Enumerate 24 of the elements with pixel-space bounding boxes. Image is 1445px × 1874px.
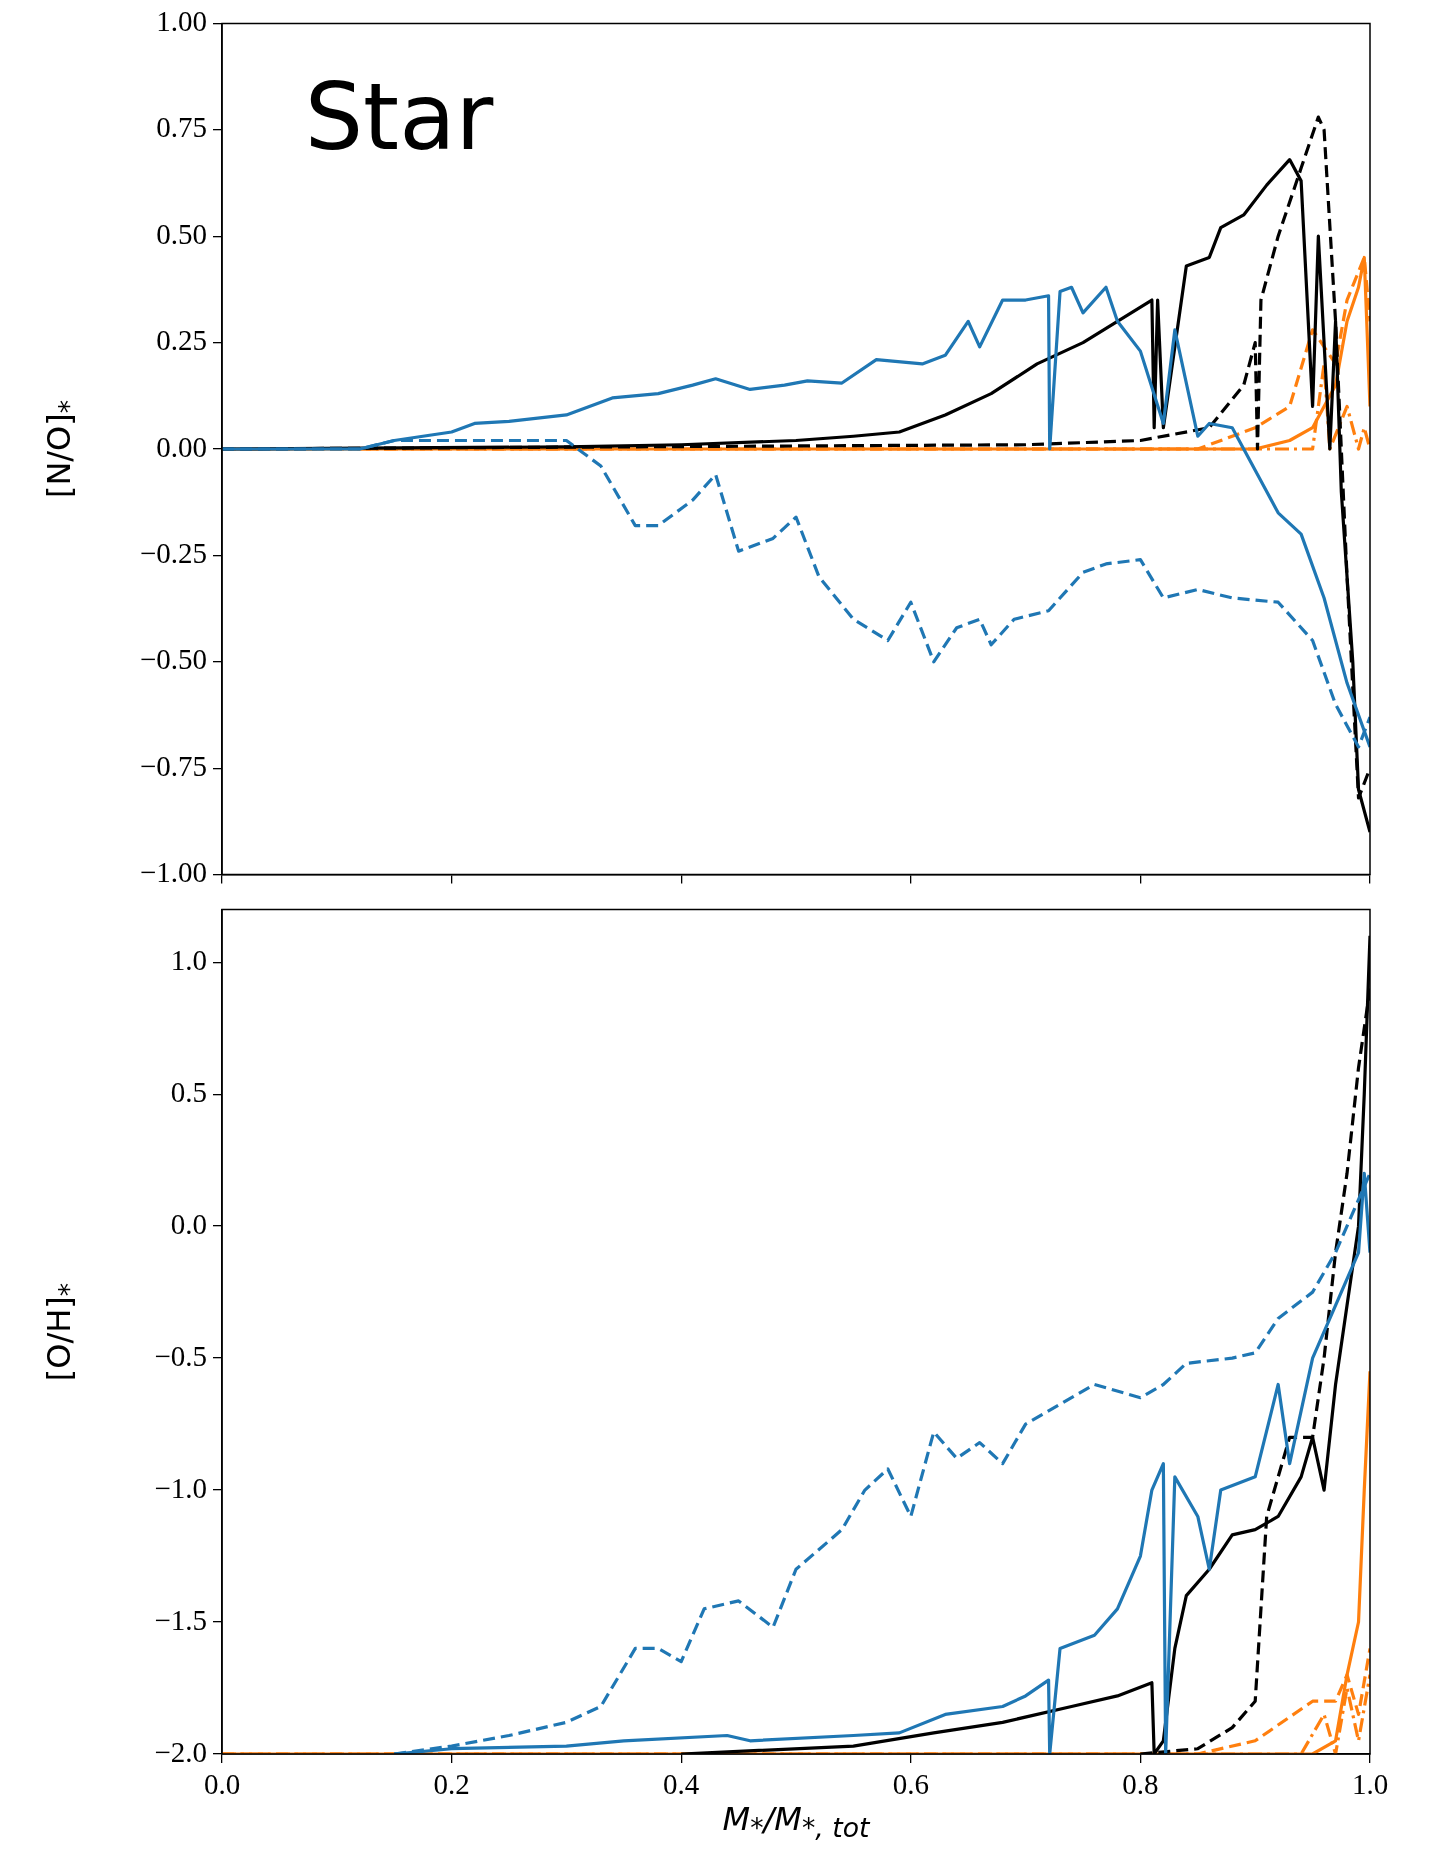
y-tick-label: −1.00 <box>139 856 207 889</box>
y-tick-label: −2.0 <box>154 1735 207 1768</box>
y-tick-label: −0.50 <box>139 643 207 676</box>
y-tick-label: −0.5 <box>154 1339 207 1372</box>
y-tick-label: 0.00 <box>156 430 207 463</box>
y-tick-label: 0.5 <box>170 1075 207 1108</box>
y-tick-label: −0.75 <box>139 749 207 782</box>
y-tick-label: 0.75 <box>156 111 207 144</box>
x-tick-label: 0.6 <box>892 1768 929 1801</box>
annotation: Star <box>304 63 494 171</box>
y-tick-label: 0.50 <box>156 217 207 250</box>
x-tick-label: 1.0 <box>1351 1768 1389 1801</box>
x-tick-label: 0.4 <box>663 1768 700 1801</box>
y-tick-label: 0.25 <box>156 324 207 357</box>
x-tick-label: 0.2 <box>433 1768 470 1801</box>
x-tick-label: 0.8 <box>1122 1768 1159 1801</box>
y-tick-label: 1.00 <box>156 5 207 38</box>
y-tick-label: −1.5 <box>154 1603 207 1636</box>
y-tick-label: 1.0 <box>170 943 207 976</box>
y-tick-label: 0.0 <box>170 1207 207 1240</box>
x-axis-title: M$_{*}$/M$_{*, tot}$ <box>722 1800 870 1844</box>
x-tick-label: 0.0 <box>203 1768 241 1801</box>
y-tick-label: −1.0 <box>154 1471 207 1504</box>
y-tick-label: −0.25 <box>139 537 207 570</box>
